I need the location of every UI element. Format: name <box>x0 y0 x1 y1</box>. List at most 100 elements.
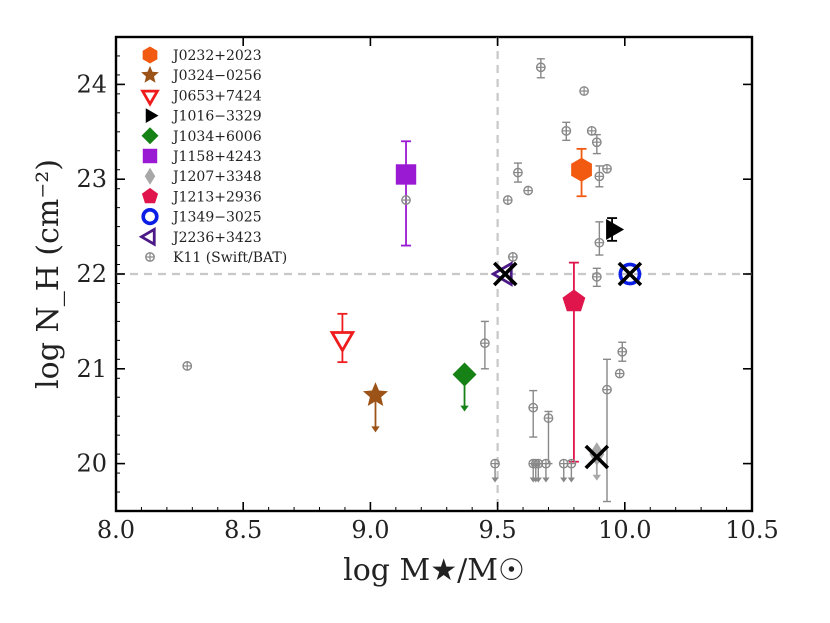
legend-marker <box>142 46 158 64</box>
marker-shape <box>395 164 417 185</box>
marker-k11-swift-bat- <box>479 338 490 349</box>
legend-label: J1207+3348 <box>171 169 262 185</box>
x-tick-label: 10.5 <box>725 516 778 544</box>
marker-j1213-2936 <box>562 289 586 312</box>
marker-j0324-0256 <box>362 382 389 407</box>
marker-shape <box>541 458 551 469</box>
marker-k11-swift-bat- <box>602 384 612 395</box>
marker-shape <box>141 65 159 83</box>
marker-shape <box>602 384 612 395</box>
upper-limit-arrowhead <box>560 477 568 483</box>
marker-k11-swift-bat- <box>401 195 411 205</box>
x-cross-marker <box>584 444 610 470</box>
marker-shape <box>141 187 159 204</box>
marker-j1016-3329 <box>606 219 625 240</box>
legend-marker <box>145 252 155 262</box>
marker-k11-swift-bat- <box>617 346 628 357</box>
marker-k11-swift-bat- <box>513 167 523 178</box>
y-ticks: 20 21 22 23 24 <box>76 36 752 512</box>
marker-shape <box>617 346 628 357</box>
x-tick-label: 10.0 <box>598 516 651 544</box>
marker-k11-swift-bat- <box>591 271 602 282</box>
marker-j0653-7424 <box>329 331 356 354</box>
marker-j0232-2023 <box>571 157 592 182</box>
marker-shape <box>452 362 477 387</box>
legend-label: J1213+2936 <box>171 189 262 205</box>
marker-shape <box>543 413 554 423</box>
legend-label: J2236+3423 <box>171 230 262 246</box>
legend-marker <box>144 167 156 185</box>
marker-cross-b <box>617 261 643 287</box>
marker-k11-swift-bat- <box>490 458 500 469</box>
marker-shape <box>618 262 642 286</box>
marker-shape <box>140 89 160 107</box>
marker-shape <box>141 127 159 145</box>
upper-limit-arrowhead <box>542 477 550 483</box>
legend-label: J1016−3329 <box>171 109 262 125</box>
marker-shape <box>142 148 158 164</box>
marker-shape <box>138 227 156 247</box>
y-tick-label: 22 <box>76 260 107 288</box>
marker-k11-swift-bat- <box>528 402 539 413</box>
legend-marker <box>141 187 159 204</box>
legend-marker <box>138 227 156 247</box>
marker-k11-swift-bat- <box>507 252 518 262</box>
data-points <box>182 62 642 469</box>
marker-shape <box>571 157 592 182</box>
marker-k11-swift-bat- <box>502 195 513 205</box>
marker-k11-swift-bat- <box>541 458 551 469</box>
marker-j1034-6006 <box>452 362 477 387</box>
legend-label: J1349−3025 <box>171 210 262 226</box>
x-tick-label: 8.5 <box>224 516 262 544</box>
marker-shape <box>566 458 577 469</box>
reference-lines <box>116 37 752 511</box>
marker-k11-swift-bat- <box>561 125 572 136</box>
legend-label: J0653+7424 <box>171 88 262 104</box>
upper-limit-arrowhead <box>371 426 380 433</box>
x-tick-label: 9.5 <box>479 516 517 544</box>
marker-cross-b <box>492 261 518 287</box>
marker-k11-swift-bat- <box>594 171 605 182</box>
legend-marker <box>142 148 158 164</box>
marker-cross-b <box>584 444 610 470</box>
marker-k11-swift-bat- <box>614 368 625 379</box>
legend-label: J1158+4243 <box>171 149 262 165</box>
x-markers <box>492 261 643 470</box>
y-tick-label: 23 <box>76 165 107 193</box>
marker-j1349-3025 <box>618 262 642 286</box>
marker-shape <box>614 368 625 379</box>
marker-shape <box>606 219 625 240</box>
marker-k11-swift-bat- <box>182 361 193 371</box>
y-tick-label: 21 <box>76 355 107 383</box>
marker-k11-swift-bat- <box>543 413 554 423</box>
marker-j1207-3348 <box>589 442 605 467</box>
marker-k11-swift-bat- <box>594 237 605 248</box>
error-bars <box>337 58 627 503</box>
marker-k11-swift-bat- <box>602 163 612 174</box>
marker-shape <box>562 289 586 312</box>
legend-marker <box>140 89 160 107</box>
x-cross-marker <box>617 261 643 287</box>
upper-limit-arrowhead <box>460 405 469 412</box>
x-tick-label: 8.0 <box>97 516 135 544</box>
x-tick-label: 9.0 <box>351 516 389 544</box>
legend-marker <box>141 65 159 83</box>
marker-shape <box>144 167 156 185</box>
legend: J0232+2023 J0324−0256 J0653+7424 J1016−3329… <box>138 46 287 266</box>
marker-k11-swift-bat- <box>566 458 577 469</box>
marker-shape <box>479 338 490 349</box>
marker-shape <box>490 458 500 469</box>
marker-shape <box>528 402 539 413</box>
y-axis-label: log N_H (cm⁻²) <box>31 159 66 389</box>
x-axis-label: log M★/M☉ <box>343 553 525 588</box>
marker-shape <box>329 331 356 354</box>
marker-shape <box>589 442 605 467</box>
upper-limit-arrowhead <box>491 477 499 483</box>
y-tick-label: 20 <box>76 450 107 478</box>
legend-marker <box>145 108 159 123</box>
marker-k11-swift-bat- <box>535 62 546 73</box>
upper-limit-arrowhead <box>534 477 542 483</box>
marker-k11-swift-bat- <box>579 86 589 96</box>
marker-j1158-4243 <box>395 164 417 185</box>
